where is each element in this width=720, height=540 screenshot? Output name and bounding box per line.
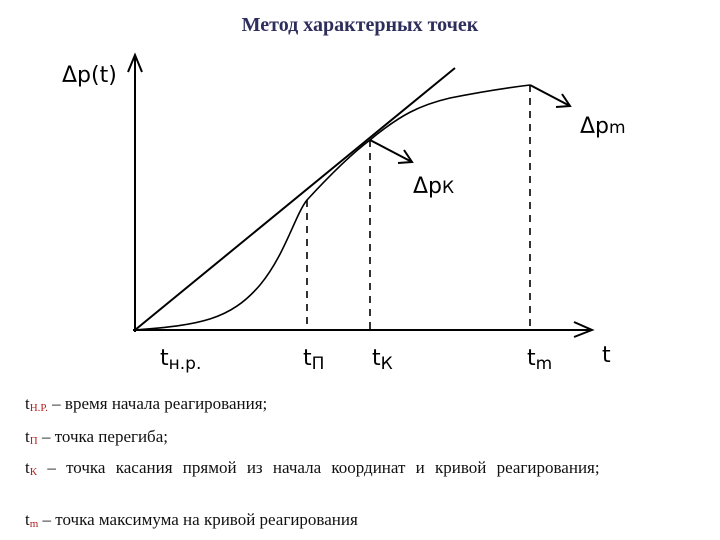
symbol: t: [25, 427, 30, 446]
x-arrow: [573, 321, 595, 338]
subscript: m: [609, 118, 626, 138]
symbol: t: [527, 346, 536, 371]
subscript: П: [29, 435, 38, 447]
tangent-line: [134, 67, 456, 331]
response-curve: [134, 84, 531, 331]
legend-item: tП – точка перегиба;: [25, 423, 685, 455]
subscript: К: [442, 178, 454, 198]
symbol: Δp: [580, 114, 609, 139]
max-label: Δpm: [580, 114, 626, 139]
legend-item: tК – точка касания прямой из начала коор…: [25, 454, 685, 486]
tangent-label: ΔpК: [413, 174, 454, 199]
title: Метод характерных точек: [241, 14, 479, 36]
point-label: tП: [303, 346, 324, 374]
symbol: t: [25, 458, 30, 477]
legend-item: tН.Р. – время начала реагирования;: [25, 390, 685, 422]
subscript: Н.Р.: [29, 402, 48, 414]
arrow-head: [397, 149, 414, 164]
y-axis-label: Δp(t): [62, 63, 117, 88]
description: – точка максимума на кривой реагирования: [42, 510, 358, 529]
point-label: tн.р.: [160, 346, 201, 374]
subscript: П: [312, 354, 325, 374]
symbol: t: [160, 346, 169, 371]
description: – точка перегиба;: [41, 427, 168, 446]
symbol: t: [303, 346, 312, 371]
point-label: tК: [372, 346, 393, 374]
point-label: tm: [527, 346, 552, 374]
symbol: t: [372, 346, 381, 371]
description: – время начала реагирования;: [52, 394, 268, 413]
arrow-head: [555, 93, 572, 108]
max-arrow: [529, 84, 571, 107]
legend-item: tm – точка максимума на кривой реагирова…: [25, 506, 685, 538]
subscript: m: [29, 518, 39, 530]
subscript: m: [536, 354, 553, 374]
symbol: t: [25, 510, 30, 529]
tangent-arrow: [369, 139, 413, 163]
symbol: Δp: [413, 174, 442, 199]
subscript: К: [29, 466, 38, 478]
symbol: t: [25, 394, 30, 413]
y-arrow: [127, 52, 143, 73]
x-axis-label: t: [602, 343, 611, 368]
subscript: К: [381, 354, 393, 374]
description: – точка касания прямой из начала координ…: [47, 458, 600, 477]
subscript: н.р.: [169, 354, 202, 374]
